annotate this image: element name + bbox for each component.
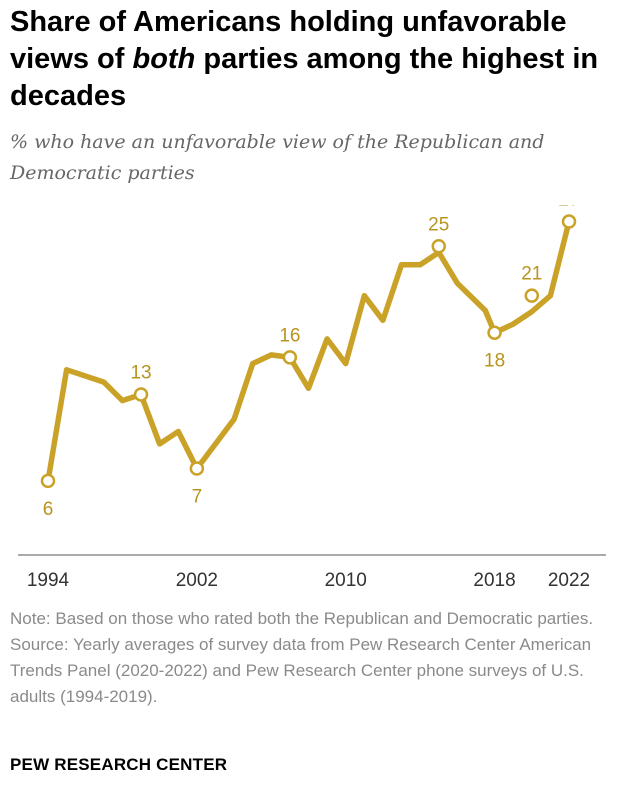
data-point-marker <box>431 239 446 254</box>
x-tick-label: 2018 <box>473 570 515 591</box>
brand-logo-text: PEW RESEARCH CENTER <box>10 755 228 774</box>
data-label: 7 <box>192 487 203 508</box>
title-text-part1: Share of Americans holding unfavorable v… <box>10 6 567 75</box>
data-label: 18 <box>484 351 505 372</box>
data-point-marker <box>189 461 205 476</box>
data-label: 21 <box>521 264 542 285</box>
chart-notes: Note: Based on those who rated both the … <box>10 606 610 710</box>
note-text: Note: Based on those who rated both the … <box>10 609 594 628</box>
title-emphasis: both <box>132 43 196 75</box>
title-text-part2: parties among the highest in decades <box>10 43 599 112</box>
chart-subtitle: % who have an unfavorable view of the Re… <box>10 131 545 184</box>
data-label: 27 <box>558 205 579 211</box>
data-point-marker <box>561 214 577 229</box>
data-point-marker <box>487 325 502 340</box>
data-point-marker <box>524 288 540 303</box>
x-tick-label: 2002 <box>176 570 218 591</box>
x-tick-label: 1994 <box>27 570 70 591</box>
x-tick-label: 2010 <box>325 570 367 591</box>
x-tick-label: 2022 <box>548 570 590 591</box>
chart-title: Share of Americans holding unfavorable v… <box>10 4 615 115</box>
data-label: 25 <box>428 214 449 235</box>
line-chart: 1994 2002 2010 2018 2022 6 13 7 16 25 18 21 27 <box>18 205 606 591</box>
data-point-marker <box>40 473 56 489</box>
data-label: 13 <box>130 362 151 383</box>
series-line <box>45 218 572 484</box>
data-label: 16 <box>279 325 300 346</box>
data-point-marker <box>282 350 298 365</box>
source-text: Source: Yearly averages of survey data f… <box>10 635 592 706</box>
data-label: 6 <box>43 499 54 520</box>
data-point-marker <box>133 387 149 402</box>
